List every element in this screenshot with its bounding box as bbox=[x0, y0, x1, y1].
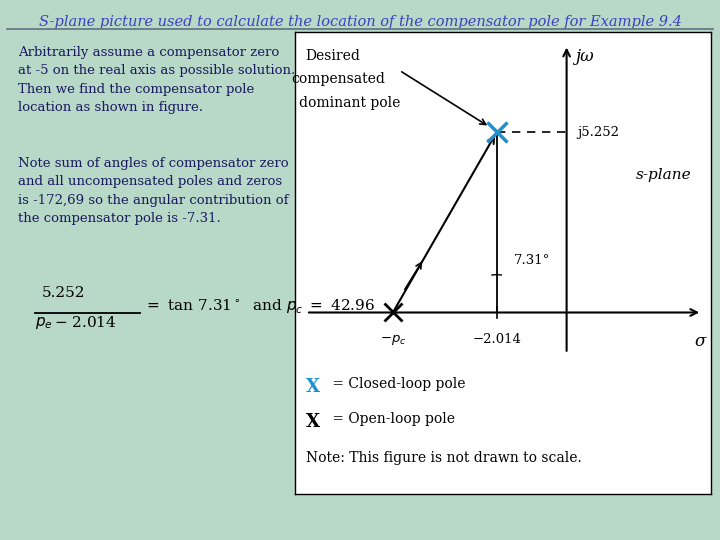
Text: X: X bbox=[306, 378, 320, 396]
Text: S-plane picture used to calculate the location of the compensator pole for Examp: S-plane picture used to calculate the lo… bbox=[39, 15, 681, 29]
Text: X: X bbox=[306, 413, 320, 431]
Text: = Closed-loop pole: = Closed-loop pole bbox=[328, 377, 465, 391]
Text: jω: jω bbox=[575, 48, 594, 65]
Text: 5.252: 5.252 bbox=[42, 286, 85, 300]
Text: = Open-loop pole: = Open-loop pole bbox=[328, 412, 454, 426]
Text: s-plane: s-plane bbox=[636, 168, 692, 182]
Text: $-p_c$: $-p_c$ bbox=[379, 333, 406, 347]
Text: $-$ 2.014: $-$ 2.014 bbox=[54, 315, 117, 330]
Text: compensated: compensated bbox=[292, 72, 385, 86]
Text: dominant pole: dominant pole bbox=[299, 96, 400, 110]
Text: Arbitrarily assume a compensator zero
at -5 on the real axis as possible solutio: Arbitrarily assume a compensator zero at… bbox=[18, 46, 295, 114]
Text: Note: This figure is not drawn to scale.: Note: This figure is not drawn to scale. bbox=[306, 451, 582, 465]
Text: Desired: Desired bbox=[305, 50, 361, 64]
Text: j5.252: j5.252 bbox=[577, 126, 619, 139]
Text: $=$ tan 7.31$^\circ$  and $p_c$ $=$ 42.96: $=$ tan 7.31$^\circ$ and $p_c$ $=$ 42.96 bbox=[144, 298, 375, 316]
Text: 7.31°: 7.31° bbox=[514, 254, 550, 267]
Text: σ: σ bbox=[695, 333, 706, 350]
Text: −2.014: −2.014 bbox=[472, 333, 521, 346]
Text: Note sum of angles of compensator zero
and all uncompensated poles and zeros
is : Note sum of angles of compensator zero a… bbox=[18, 157, 289, 225]
Text: $p_e$: $p_e$ bbox=[35, 315, 53, 331]
